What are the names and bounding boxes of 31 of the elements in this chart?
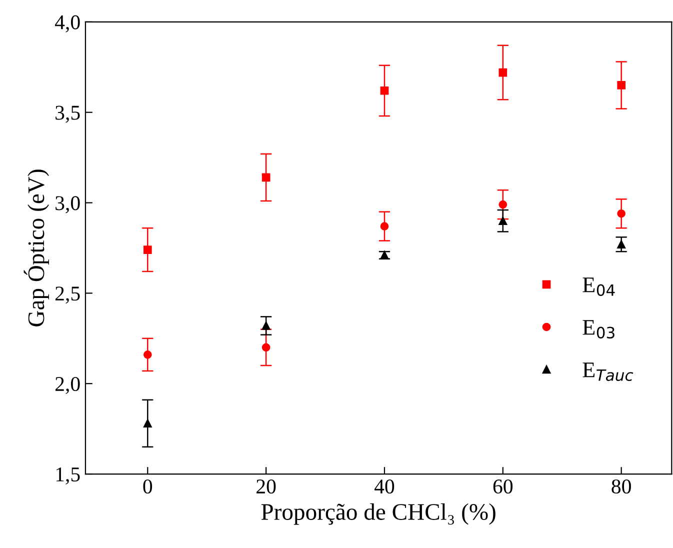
- x-tick-label: 20: [256, 479, 276, 494]
- legend-label: E$_{Tauc}$: [582, 362, 634, 382]
- x-tick-label: 60: [493, 479, 513, 494]
- point: [143, 419, 152, 428]
- y-tick-label: 2,5: [55, 286, 80, 304]
- x-tick-label: 40: [374, 479, 394, 494]
- legend-label: E$_{04}$: [582, 278, 615, 296]
- point: [617, 209, 626, 218]
- point: [498, 68, 508, 77]
- point: [262, 343, 270, 352]
- point: [380, 251, 389, 260]
- point: [262, 322, 270, 330]
- point: [380, 86, 389, 95]
- x-axis-title: Proporção de CHCl₃ (%): [261, 503, 496, 525]
- point: [498, 200, 508, 209]
- point: [143, 246, 152, 254]
- legend-label: E$_{03}$: [582, 320, 614, 339]
- y-tick-label: 2,0: [55, 376, 80, 394]
- x-tick-label: 80: [612, 479, 631, 494]
- point: [617, 81, 626, 90]
- point: [262, 173, 270, 182]
- x-tick-label: 0: [143, 479, 152, 494]
- y-tick-label: 3,0: [56, 196, 80, 214]
- point: [380, 222, 389, 230]
- point: [617, 240, 626, 249]
- point: [498, 216, 508, 226]
- y-tick-label: 1,5: [56, 467, 80, 484]
- point: [143, 350, 152, 359]
- y-tick-label: 4,0: [54, 15, 80, 32]
- y-tick-label: 3,5: [56, 106, 80, 123]
- y-axis-title: Gap Óptico (eV): [24, 170, 50, 326]
